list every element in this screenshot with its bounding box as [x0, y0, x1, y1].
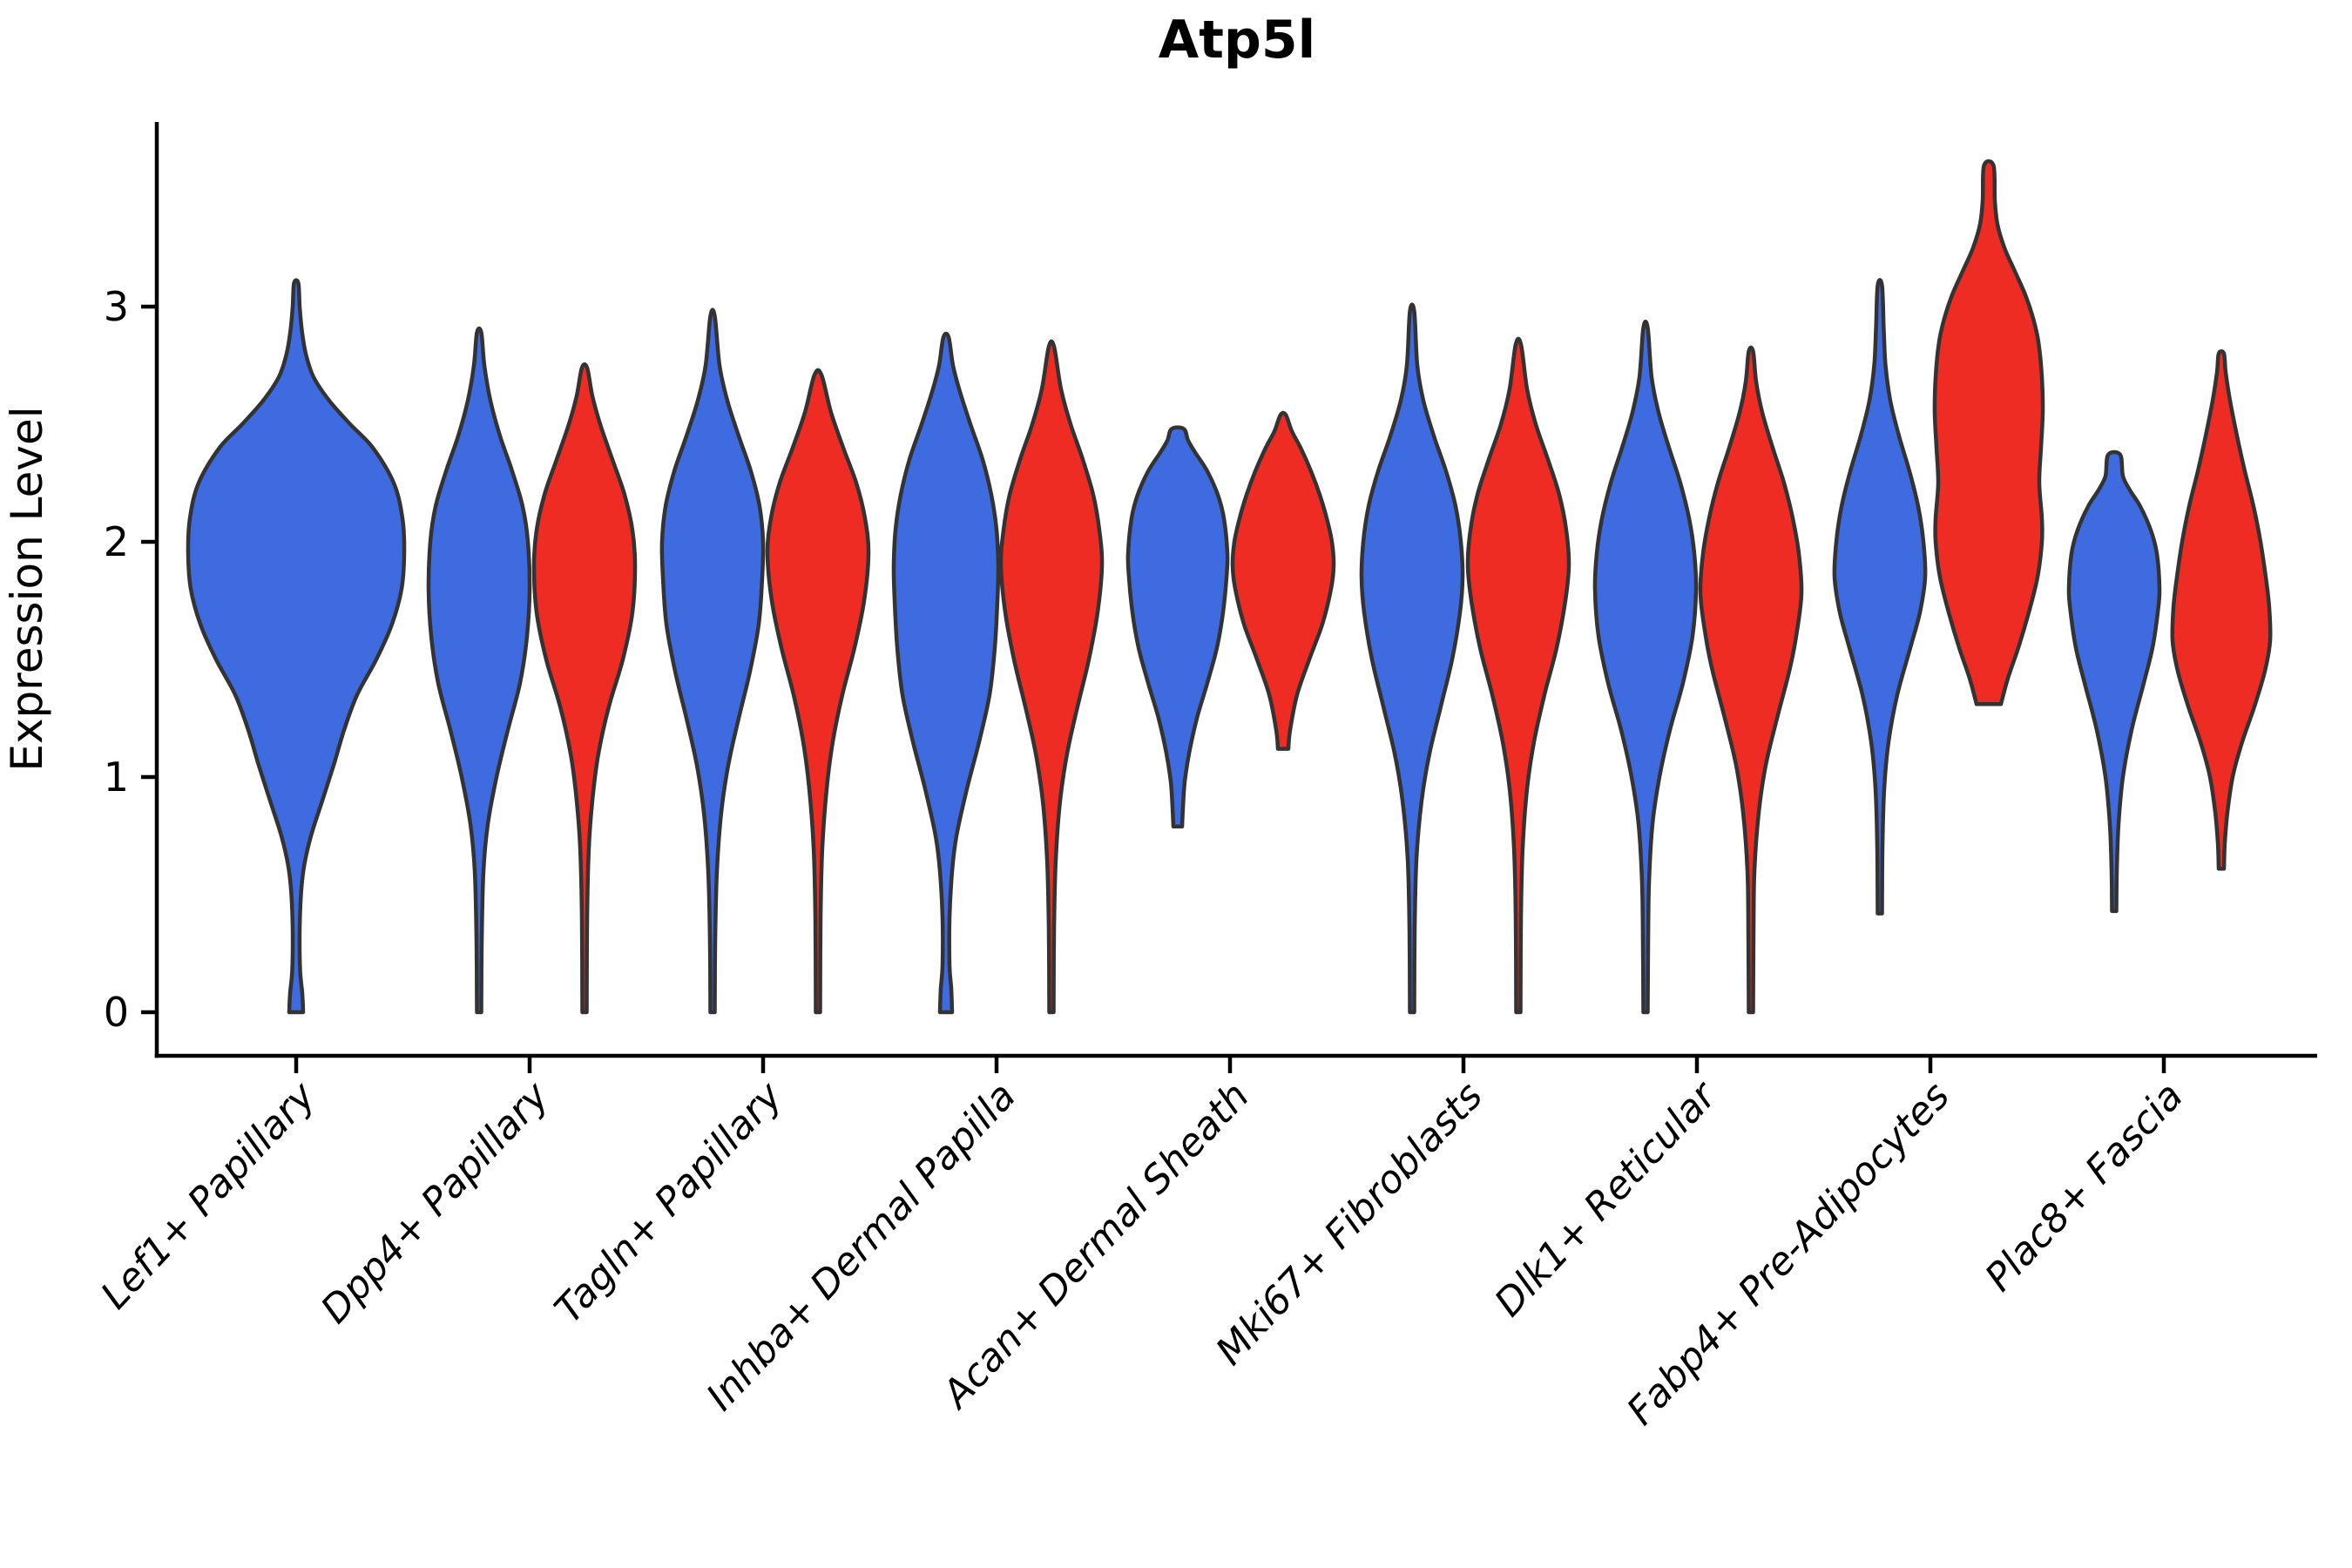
- y-tick-label: 1: [104, 754, 129, 801]
- violin-mki67-fibroblasts-red: [1465, 336, 1571, 1015]
- violin-tagln-papillary-red: [765, 368, 871, 1015]
- violin-fabp4-pre-adipocytes-blue: [1832, 278, 1928, 916]
- violin-plac8-fascia-red: [2170, 349, 2273, 871]
- violin-inhba-dermal-papilla-red: [998, 339, 1105, 1015]
- violin-plac8-fascia-blue: [2066, 449, 2162, 914]
- y-tick-label: 2: [104, 518, 129, 565]
- violin-dpp4-papillary-red: [531, 362, 638, 1015]
- violin-dlk1-reticular-red: [1698, 345, 1804, 1015]
- violin-fabp4-pre-adipocytes-red: [1932, 159, 2045, 706]
- chart-title: Atp5l: [1159, 10, 1315, 71]
- x-tick-label: Plac8+ Fascia: [1977, 1074, 2192, 1301]
- violin-acan-dermal-sheath-red: [1230, 410, 1336, 751]
- x-tick-label: Mki67+ Fibroblasts: [1207, 1074, 1491, 1374]
- violin-mki67-fibroblasts-blue: [1359, 302, 1465, 1015]
- violins-group: [186, 159, 2273, 1015]
- violin-dlk1-reticular-blue: [1592, 319, 1699, 1015]
- violin-lef1-papillary-blue: [186, 278, 407, 1015]
- y-tick-label: 3: [104, 283, 129, 330]
- x-tick-label: Tagln+ Papillary: [546, 1073, 792, 1332]
- y-axis-label: Expression Level: [2, 406, 52, 771]
- x-tick-label: Dpp4+ Papillary: [313, 1073, 558, 1332]
- violin-acan-dermal-sheath-blue: [1125, 425, 1230, 828]
- x-tick-label: Lef1+ Papillary: [92, 1073, 325, 1318]
- violin-dpp4-papillary-blue: [426, 326, 532, 1015]
- y-tick-label: 0: [104, 989, 129, 1036]
- x-tick-label: Dlk1+ Reticular: [1486, 1072, 1727, 1326]
- violin-inhba-dermal-papilla-blue: [891, 331, 1001, 1015]
- violin-tagln-papillary-blue: [659, 308, 766, 1015]
